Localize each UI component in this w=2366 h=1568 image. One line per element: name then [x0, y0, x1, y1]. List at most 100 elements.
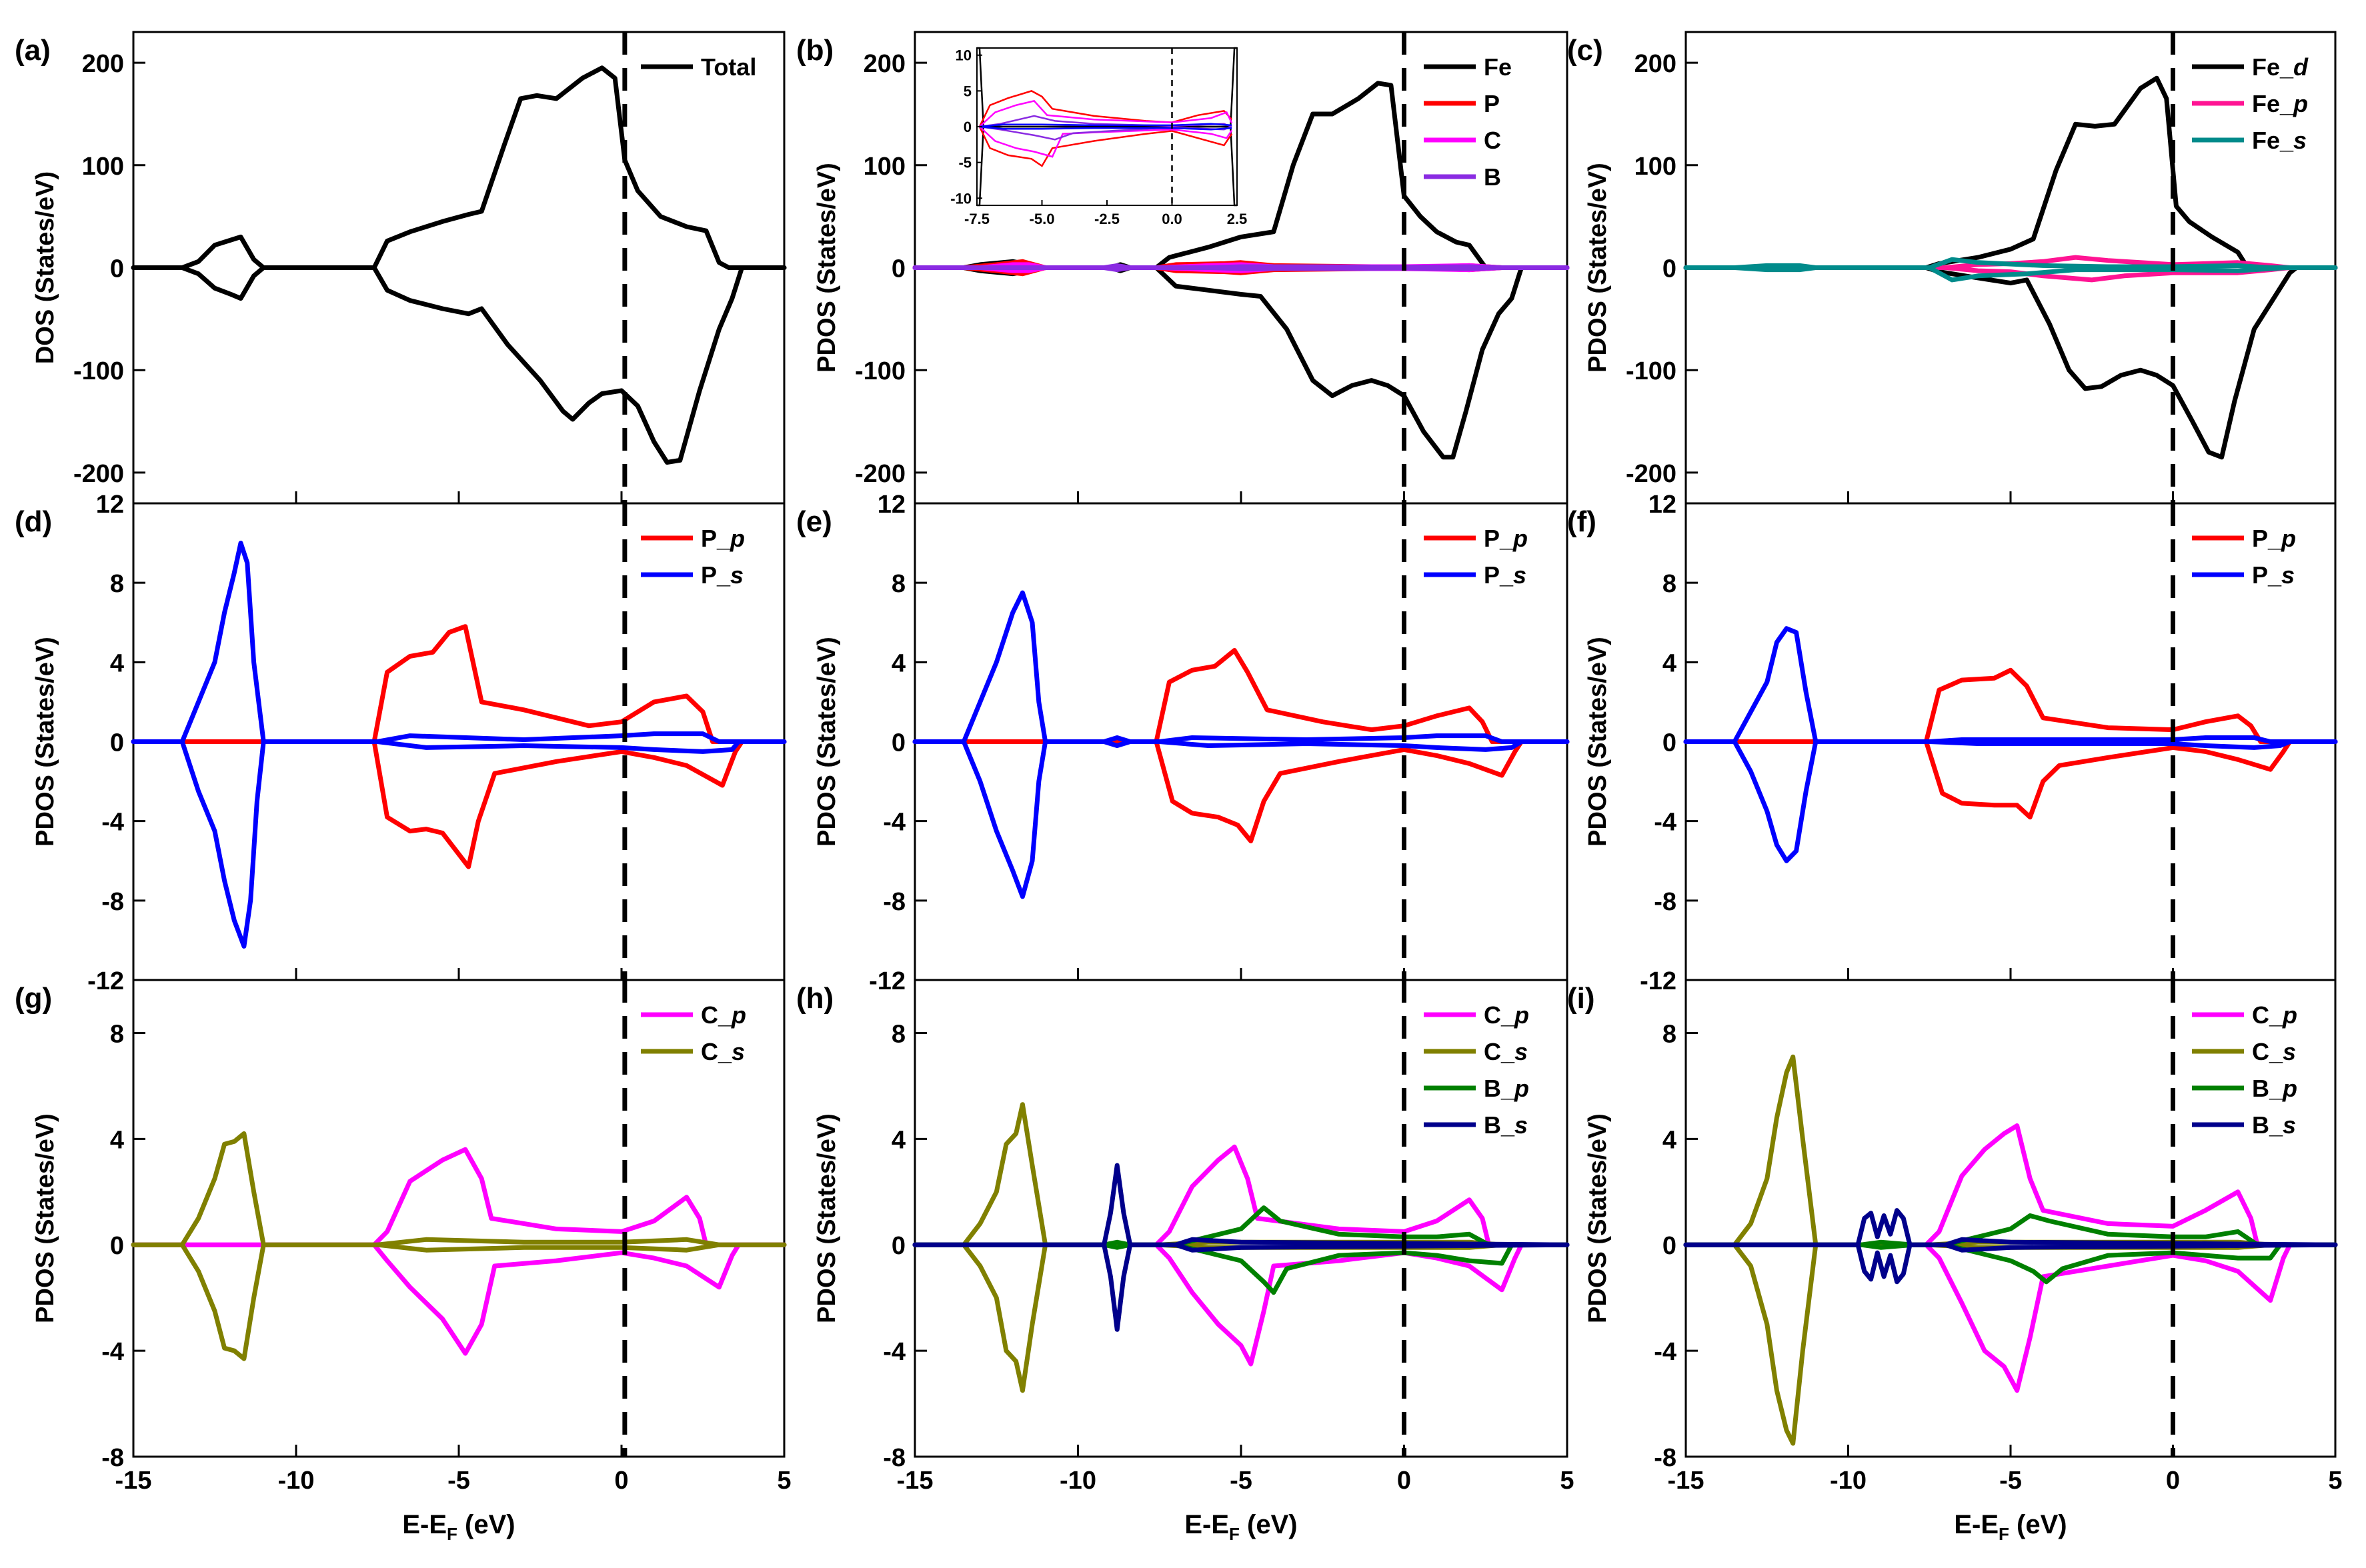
y-tick-label: 4 — [110, 1126, 124, 1154]
y-tick-label: 12 — [1648, 491, 1676, 519]
x-axis-label-unit: (eV) — [2009, 1510, 2067, 1539]
legend-label: Fe_p — [2252, 90, 2308, 117]
series-P_p-up-line — [912, 648, 1570, 744]
y-tick-label: 8 — [892, 570, 906, 598]
x-axis-label-main: E-E — [402, 1510, 447, 1539]
y-tick-label: -12 — [87, 967, 124, 995]
series-C_p-down-line — [131, 1242, 787, 1356]
y-tick-label: 4 — [110, 649, 124, 677]
legend-label-italic: s — [1513, 561, 1526, 589]
series-C_p-down-line — [1683, 1242, 2338, 1393]
x-tick-label: -15 — [897, 1467, 934, 1495]
legend-label: B_s — [1484, 1111, 1528, 1139]
y-tick-label: 4 — [1662, 649, 1676, 677]
series-B_s-down-line — [912, 1242, 1570, 1332]
series-C_p-up-line — [1683, 1123, 2338, 1247]
x-axis-label: E-EF (eV) — [402, 1510, 515, 1544]
y-tick-label: 12 — [878, 491, 906, 519]
y-tick-label: 8 — [110, 570, 124, 598]
legend-label: C_p — [2252, 1001, 2297, 1029]
series-P_p-down-line — [1683, 739, 2338, 820]
inset-y-tick-label: -10 — [950, 190, 972, 207]
y-tick-label: -8 — [101, 1444, 124, 1472]
legend-label-italic: p — [731, 1001, 746, 1029]
x-axis-label-main: E-E — [1184, 1510, 1229, 1539]
panel-label: (g) — [15, 982, 52, 1015]
x-axis-label: E-EF (eV) — [1184, 1510, 1297, 1544]
y-axis-label: PDOS (States/eV) — [1584, 637, 1612, 847]
legend-label-main: C_ — [1484, 1038, 1515, 1065]
legend-label: C_s — [1484, 1038, 1528, 1065]
series-B_p-down-line — [1683, 1242, 2338, 1285]
y-tick-label: 100 — [82, 153, 124, 181]
y-tick-label: -8 — [883, 888, 906, 916]
y-axis-label: PDOS (States/eV) — [31, 1113, 59, 1323]
legend-label-main: C_ — [701, 1001, 732, 1029]
panel-a: -200 -100 0 100 200 DOS (States/eV) (a) Total — [15, 31, 787, 505]
y-tick-label: -4 — [883, 1338, 906, 1366]
inset-series-C-up-line — [979, 100, 1233, 127]
legend-label: P_p — [2252, 525, 2296, 552]
legend-label-main: P_ — [701, 561, 731, 589]
legend-label: Total — [701, 53, 756, 81]
series-P_p-down-line — [912, 739, 1570, 843]
series-B_s-up-line — [1683, 1208, 2338, 1247]
y-tick-label: 8 — [892, 1020, 906, 1048]
y-tick-label: 200 — [82, 50, 124, 78]
y-tick-label: 0 — [892, 255, 906, 283]
y-tick-label: 200 — [864, 50, 906, 78]
legend-label-main: P_ — [701, 525, 731, 552]
y-tick-label: -200 — [855, 460, 906, 488]
y-axis-label: PDOS (States/eV) — [813, 637, 841, 847]
x-tick-label: 5 — [1560, 1467, 1574, 1495]
legend-label: Fe_d — [2252, 53, 2309, 81]
y-tick-label: -4 — [883, 809, 906, 837]
y-tick-label: 0 — [1662, 255, 1676, 283]
legend-label-main: P_ — [1484, 561, 1514, 589]
y-tick-label: 8 — [110, 1020, 124, 1048]
legend-label-italic: p — [730, 525, 745, 552]
y-axis-label: PDOS (States/eV) — [813, 1113, 841, 1323]
series-B_p-up-line — [1683, 1213, 2338, 1247]
series-C_s-up-line — [1683, 1054, 2338, 1247]
y-tick-label: 4 — [1662, 1126, 1676, 1154]
legend-label-main: C_ — [2252, 1001, 2283, 1029]
y-tick-label: 0 — [1662, 729, 1676, 757]
y-tick-label: 0 — [1662, 1232, 1676, 1260]
legend-label-main: C_ — [1484, 1001, 1515, 1029]
legend-label-italic: p — [1514, 1075, 1529, 1102]
inset-y-tick-label: 10 — [956, 47, 972, 64]
x-tick-label: -10 — [1830, 1467, 1867, 1495]
inset-series-P-up-line — [978, 90, 1233, 127]
series-B-down-line — [912, 265, 1570, 273]
legend-label-italic: p — [2282, 1001, 2297, 1029]
y-tick-label: -4 — [101, 809, 124, 837]
panel-label: (i) — [1567, 982, 1595, 1015]
legend-label-italic: p — [1512, 525, 1528, 552]
y-axis-label: PDOS (States/eV) — [1584, 1113, 1612, 1323]
series-C_s-up-line — [131, 1131, 787, 1247]
legend-label-italic: p — [2293, 90, 2308, 117]
panel-label: (f) — [1567, 505, 1596, 538]
legend-label-italic: d — [2293, 53, 2309, 81]
series-C_p-up-line — [131, 1147, 787, 1247]
x-tick-label: 5 — [2328, 1467, 2342, 1495]
y-tick-label: -4 — [1654, 1338, 1676, 1366]
inset-series-Extra-blue-up-line — [979, 123, 1232, 128]
legend-label-italic: s — [2281, 561, 2295, 589]
x-axis-label-subscript: F — [1229, 1524, 1240, 1544]
inset-x-tick-label: -5.0 — [1030, 211, 1055, 227]
x-tick-label: -10 — [1060, 1467, 1096, 1495]
x-tick-label: 0 — [614, 1467, 628, 1495]
x-tick-label: 0 — [2166, 1467, 2180, 1495]
y-tick-label: 0 — [110, 255, 124, 283]
inset-x-tick-label: -7.5 — [964, 211, 990, 227]
series-C_s-down-line — [131, 1242, 787, 1361]
series-P_p-down-line — [131, 739, 787, 869]
series-C_p-down-line — [912, 1242, 1570, 1367]
series-Fe_s-down-line — [1683, 265, 2338, 283]
